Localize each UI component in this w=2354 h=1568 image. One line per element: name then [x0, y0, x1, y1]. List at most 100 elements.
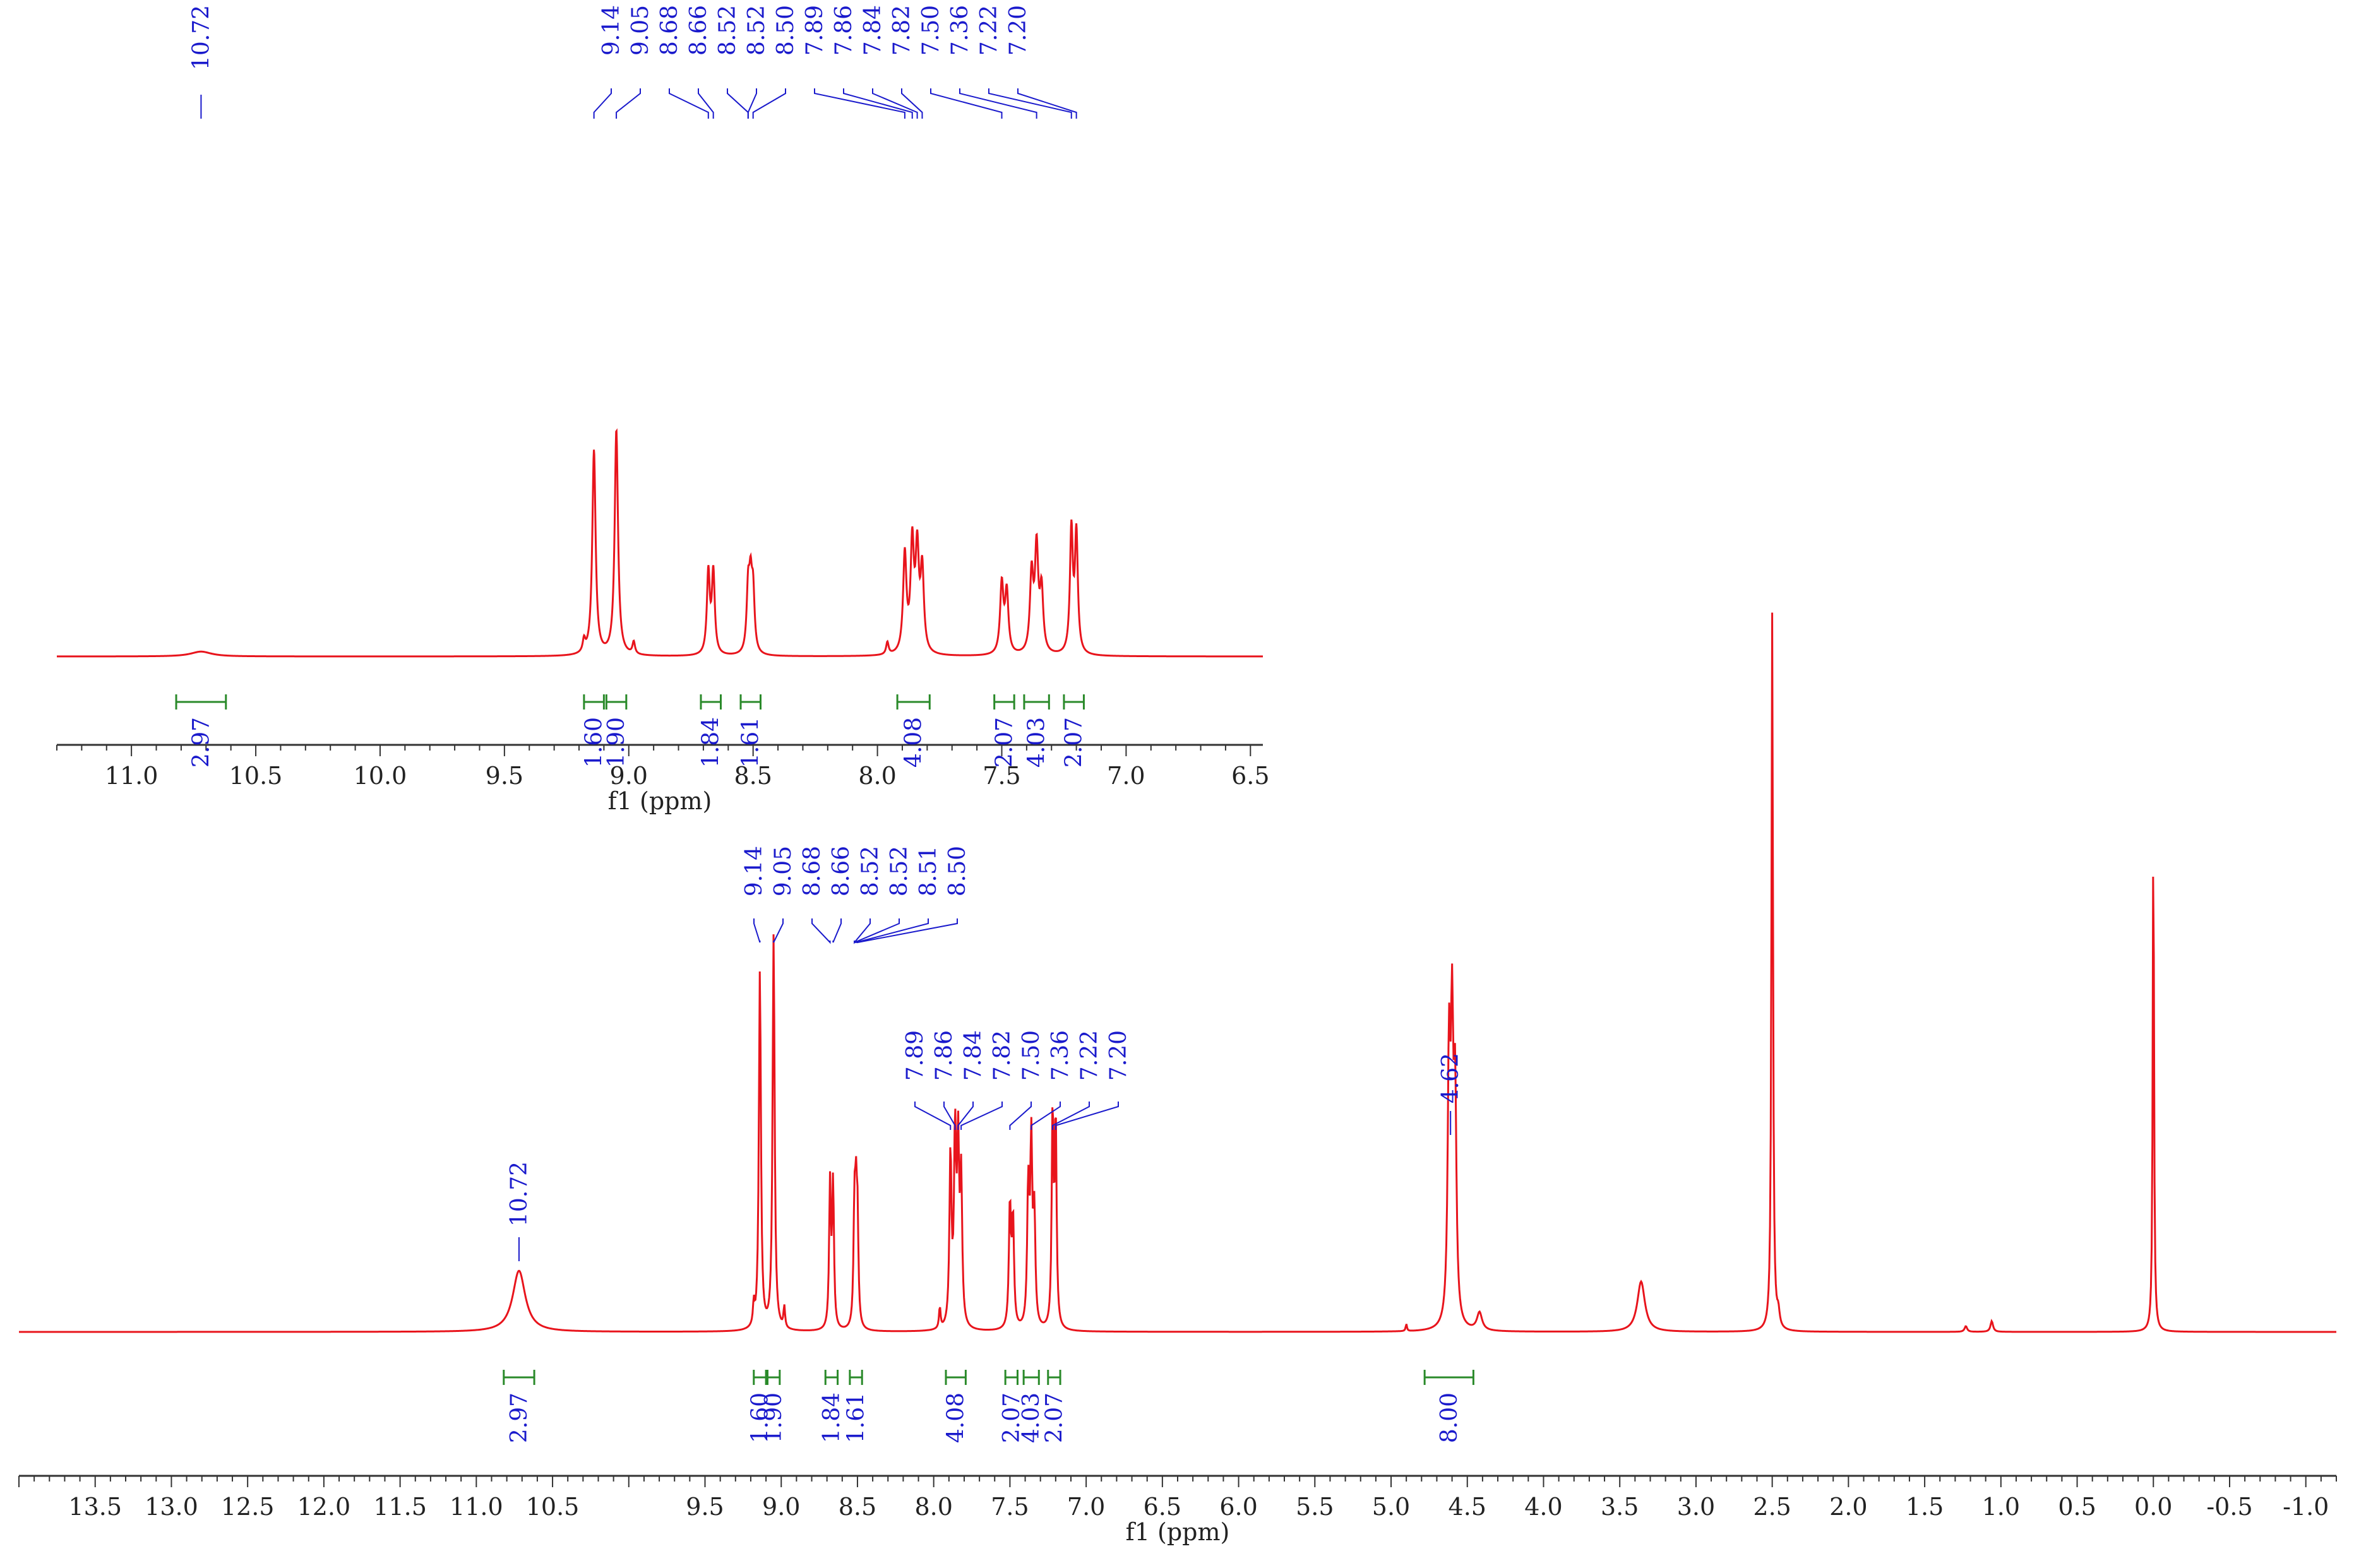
main-x-axis: 13.5 13.0 12.5 12.0 11.5 11.0 10.5 9.5 9.0 8.5 8.0… [18, 1475, 2337, 1546]
main-integrals: 2.97 1.601.90 1.841.61 4.08 2.074.032.07 8.00 [503, 1370, 1474, 1443]
peak-label-connector [747, 88, 757, 119]
peak-label-connector [616, 88, 641, 119]
spectrum-line [57, 428, 1263, 658]
spectrum-line [19, 612, 2336, 1333]
peak-label: 8.52 [887, 846, 912, 896]
peak-label: 7.82 [989, 1030, 1015, 1081]
peak-label-connector [960, 1102, 1003, 1130]
peak-label-connector [872, 88, 918, 119]
tick-label: -0.5 [2206, 1493, 2252, 1521]
tick-label: 3.5 [1601, 1493, 1639, 1521]
integral-value: 4.03 [1019, 1393, 1044, 1443]
peak-label-connector [914, 1102, 952, 1130]
peak-label-connector [843, 88, 913, 119]
peak-label-connector [959, 88, 1037, 119]
tick-label: 4.5 [1449, 1493, 1486, 1521]
peak-label: 9.14 [599, 5, 624, 56]
integral-value: 1.60 [582, 717, 607, 768]
peak-label-connector [753, 918, 761, 943]
peak-label-connector [752, 88, 786, 119]
peak-label: 7.22 [976, 5, 1002, 56]
peak-label-connector [1009, 1102, 1032, 1130]
tick-label: 1.0 [1982, 1493, 2020, 1521]
tick-label: 8.5 [839, 1493, 876, 1521]
peak-label-connector [811, 918, 831, 944]
tick-label: 12.0 [297, 1493, 351, 1521]
peak-label: 7.50 [1019, 1030, 1044, 1081]
tick-label: 3.0 [1677, 1493, 1715, 1521]
integral-value: 1.60 [747, 1393, 773, 1443]
tick-label: 4.0 [1524, 1493, 1562, 1521]
integral-value: 1.84 [819, 1393, 845, 1443]
integral-value: 4.08 [901, 717, 927, 768]
main-spectrum-plot [19, 612, 2336, 1333]
x-axis-label: f1 (ppm) [608, 787, 712, 815]
integral-value: 1.84 [698, 717, 724, 768]
peak-label-connector [988, 88, 1072, 119]
integral-value: 2.07 [1041, 1393, 1067, 1443]
tick-label: 11.5 [373, 1493, 427, 1521]
inset-peak-labels: 10.72 9.14 9.05 8.68 8.66 8.52 8.52 8.50 7.89 7.8… [188, 5, 1077, 119]
peak-label: 4.62 [1438, 1053, 1464, 1103]
tick-label: 11.0 [105, 762, 158, 790]
tick-label: 8.5 [734, 762, 772, 790]
tick-label: 10.5 [526, 1493, 580, 1521]
peak-label-connector [943, 1102, 956, 1130]
peak-label-connector [855, 918, 929, 944]
peak-label-connector [1055, 1102, 1119, 1130]
tick-label: 9.5 [486, 762, 523, 790]
peak-label: 7.20 [1005, 5, 1031, 56]
peak-label: 7.86 [831, 5, 857, 56]
peak-label-connector [773, 918, 784, 943]
inset-spectrum-plot [57, 428, 1263, 658]
peak-label: 8.51 [916, 846, 941, 896]
peak-label: 7.20 [1106, 1030, 1132, 1081]
tick-label: 2.0 [1829, 1493, 1867, 1521]
peak-label: 10.72 [188, 5, 214, 70]
tick-label: 9.0 [610, 762, 648, 790]
peak-label: 8.52 [744, 5, 770, 56]
tick-label: 7.5 [983, 762, 1020, 790]
peak-label-connector [856, 918, 958, 944]
tick-label: 5.0 [1372, 1493, 1410, 1521]
peak-label-connector [814, 88, 905, 119]
integral-value: 8.00 [1437, 1393, 1462, 1443]
tick-label: 8.0 [914, 1493, 952, 1521]
peak-label: 9.05 [770, 846, 796, 896]
tick-label: 2.5 [1753, 1493, 1791, 1521]
peak-label-connector [854, 918, 900, 944]
tick-label: 10.0 [354, 762, 407, 790]
peak-label: 8.66 [828, 846, 854, 896]
peak-label: 7.50 [918, 5, 944, 56]
tick-label: 7.0 [1107, 762, 1145, 790]
tick-label: 7.5 [991, 1493, 1029, 1521]
integral-value: 1.61 [844, 1393, 869, 1443]
peak-label: 8.68 [799, 846, 825, 896]
peak-label: 8.52 [715, 5, 741, 56]
peak-label: 7.89 [902, 1030, 928, 1081]
peak-label-connector [1031, 1102, 1061, 1130]
main-peak-labels: 10.729.14 9.05 8.68 8.66 8.52 8.52 8.51 8.507.8… [506, 846, 1464, 1261]
peak-label: 7.36 [947, 5, 973, 56]
peak-label: 7.86 [931, 1030, 957, 1081]
peak-label: 9.05 [628, 5, 654, 56]
tick-label: 5.5 [1296, 1493, 1334, 1521]
tick-label: 8.0 [858, 762, 896, 790]
tick-label: 0.0 [2134, 1493, 2172, 1521]
peak-label-connector [698, 88, 714, 119]
tick-label: 6.5 [1231, 762, 1269, 790]
integral-value: 4.03 [1024, 717, 1050, 768]
inset-integrals: 2.97 1.601.90 1.84 1.61 4.08 2.07 4.03 2.07 [175, 694, 1087, 768]
peak-label: 8.50 [773, 5, 799, 56]
peak-label: 8.52 [857, 846, 883, 896]
peak-label-connector [957, 1102, 974, 1130]
integral-value: 2.07 [991, 717, 1017, 768]
peak-label: 8.66 [686, 5, 712, 56]
peak-label: 7.22 [1077, 1030, 1102, 1081]
integral-value: 2.97 [506, 1393, 532, 1443]
tick-label: 13.5 [68, 1493, 122, 1521]
integral-value: 1.61 [738, 717, 764, 768]
peak-label-connector [901, 88, 923, 119]
x-axis-label: f1 (ppm) [1126, 1518, 1230, 1546]
